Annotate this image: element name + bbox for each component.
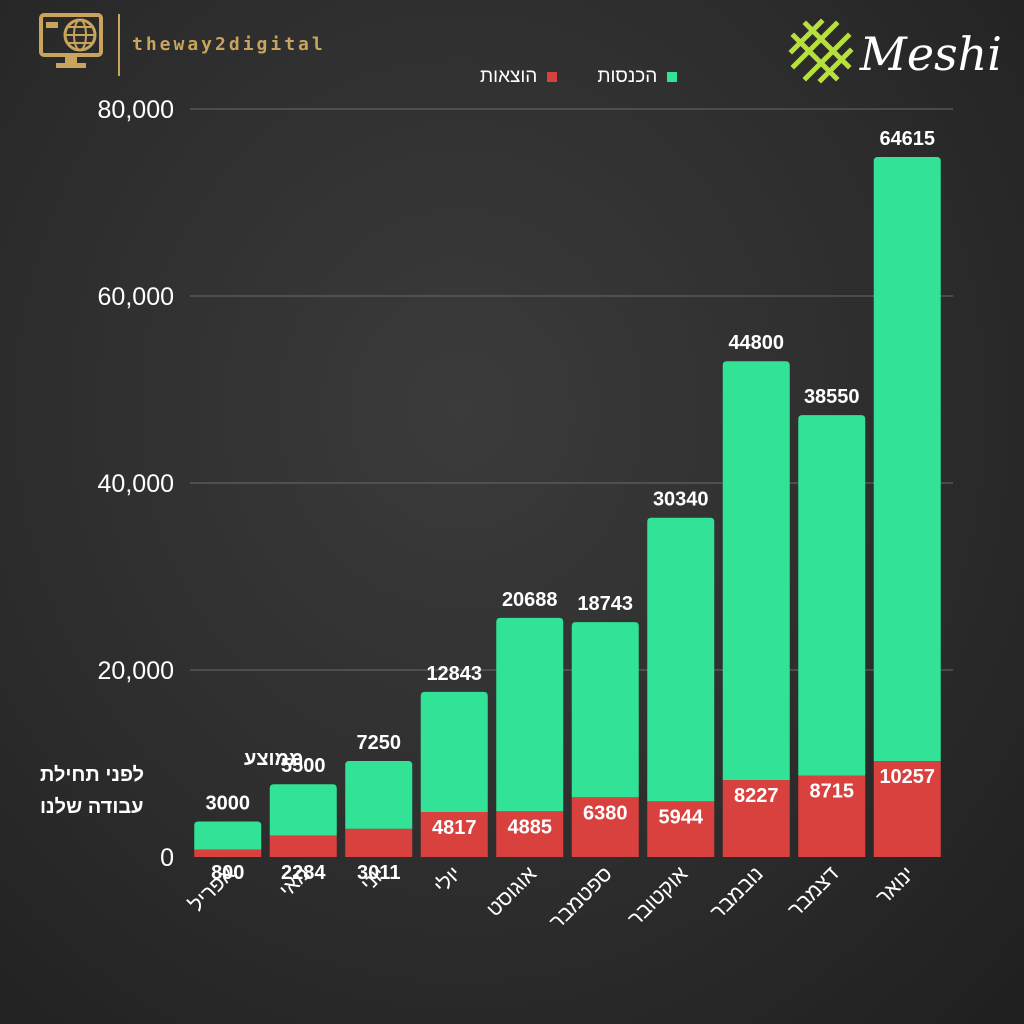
bar-layer <box>194 156 941 857</box>
bar-expenses <box>873 761 941 857</box>
bar-expenses <box>722 780 790 857</box>
legend-item-income: הכנסות <box>597 66 678 88</box>
data-label-income: 64615 <box>879 128 935 150</box>
legend-label-income: הכנסות <box>597 66 658 87</box>
data-label-expenses: 3011 <box>357 862 400 884</box>
legend-swatch-income <box>667 72 678 82</box>
bar-expenses <box>194 849 262 857</box>
bar-expenses <box>496 811 564 857</box>
y-tick-label: 0 <box>160 844 174 872</box>
bar-expenses <box>345 828 413 857</box>
bar-expenses <box>269 835 337 857</box>
y-tick-label: 80,000 <box>98 96 174 124</box>
data-label-income: 38550 <box>804 386 860 408</box>
data-label-expenses: 4817 <box>432 817 477 839</box>
x-tick-label: אוגוסט <box>482 862 541 921</box>
chart-legend: הכנסות הוצאות <box>440 66 678 88</box>
data-label-income: 20688 <box>502 589 558 611</box>
bar-expenses <box>571 797 639 857</box>
bar-income <box>496 617 564 812</box>
y-tick-label: 40,000 <box>98 470 174 498</box>
brand-divider <box>118 13 120 76</box>
bar-income <box>345 761 413 829</box>
data-label-expenses: 2284 <box>281 862 326 884</box>
brand-right: Meshi <box>786 16 1002 91</box>
data-label-income: 30340 <box>653 489 709 511</box>
annotation-line-3: עבודה שלנו <box>40 796 144 818</box>
data-label-income: 44800 <box>728 332 784 354</box>
bar-income <box>420 691 488 812</box>
brand-right-text: Meshi <box>859 26 1002 81</box>
woven-lattice-icon <box>786 16 856 91</box>
bar-expenses <box>798 775 866 857</box>
x-tick-label: יולי <box>430 862 466 898</box>
data-label-expenses: 6380 <box>583 802 628 824</box>
bar-expenses <box>647 801 715 857</box>
data-label-expenses: 4885 <box>508 816 553 838</box>
x-tick-label: נובמבר <box>706 862 768 924</box>
bar-income <box>194 821 262 850</box>
data-label-expenses: 800 <box>211 862 244 884</box>
bar-income <box>798 415 866 776</box>
x-tick-label: ספטמבר <box>545 862 617 934</box>
computer-monitor-globe-icon <box>38 12 108 77</box>
legend-swatch-expenses <box>547 72 558 82</box>
data-label-expenses: 8227 <box>734 785 779 807</box>
x-tick-label: דצמבר <box>784 862 844 922</box>
annotation-line-2: לפני תחילת <box>40 764 145 786</box>
y-tick-label: 20,000 <box>98 657 174 685</box>
data-label-income: 5500 <box>281 755 326 777</box>
brand-left: theway2digital <box>38 12 326 77</box>
brand-left-text: theway2digital <box>132 34 326 55</box>
data-label-income: 18743 <box>577 593 633 615</box>
data-label-expenses: 5944 <box>659 806 704 828</box>
bar-income <box>722 361 790 781</box>
data-label-income: 12843 <box>426 663 482 685</box>
data-label-expenses: 8715 <box>810 781 855 803</box>
data-label-income: 3000 <box>206 792 251 814</box>
data-label-income: 7250 <box>357 732 402 754</box>
bar-income <box>873 156 941 762</box>
legend-label-expenses: הוצאות <box>480 66 538 87</box>
x-tick-label: ינואר <box>872 862 919 909</box>
bar-expenses <box>420 811 488 857</box>
legend-item-expenses: הוצאות <box>480 66 558 88</box>
y-tick-label: 60,000 <box>98 283 174 311</box>
bar-income <box>571 622 639 798</box>
annotation-line-1: ממוצע <box>244 748 304 770</box>
bar-income <box>647 517 715 802</box>
data-label-expenses: 10257 <box>879 766 935 788</box>
bar-income <box>269 784 337 836</box>
x-tick-label: אוקטובר <box>624 862 693 931</box>
